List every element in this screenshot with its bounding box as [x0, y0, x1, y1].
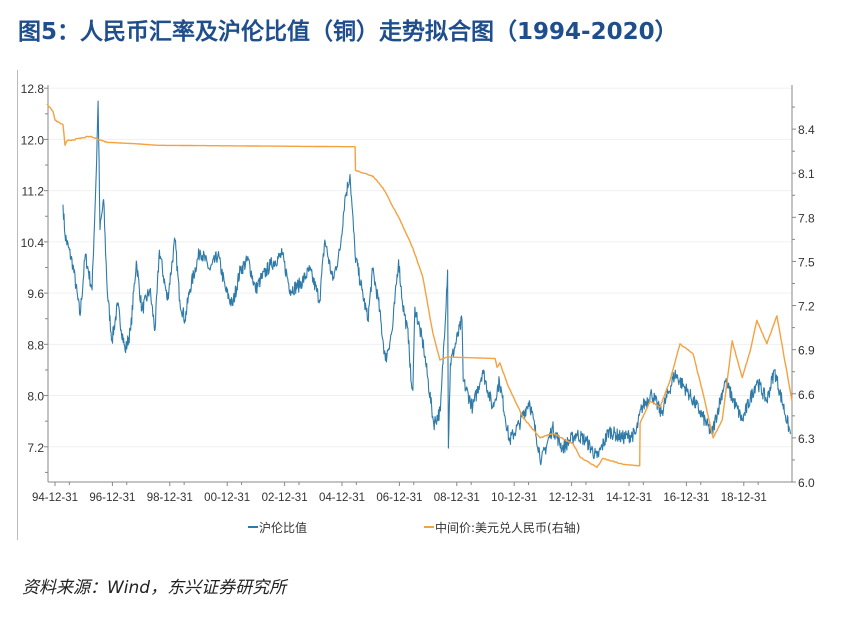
- x-tick-label: 16-12-31: [663, 492, 709, 504]
- x-tick-label: 02-12-31: [262, 492, 308, 504]
- x-tick-label: 94-12-31: [32, 492, 78, 504]
- x-tick-label: 10-12-31: [491, 492, 537, 504]
- left-tick-label: 8.8: [27, 338, 44, 352]
- right-tick-label: 6.6: [798, 388, 815, 402]
- x-tick-label: 14-12-31: [606, 492, 652, 504]
- source-note: 资料来源：Wind，东兴证券研究所: [22, 578, 287, 598]
- left-tick-label: 11.2: [22, 185, 45, 199]
- x-tick-label: 98-12-31: [147, 492, 193, 504]
- x-tick-label: 96-12-31: [89, 492, 135, 504]
- gridlines: [48, 87, 792, 448]
- left-tick-label: 8.0: [27, 390, 44, 404]
- right-tick-label: 7.5: [798, 255, 815, 269]
- legend: 沪伦比值 中间价:美元兑人民币(右轴): [248, 520, 580, 535]
- right-tick-label: 8.1: [798, 167, 815, 181]
- left-tick-label: 7.2: [27, 441, 44, 455]
- x-tick-label: 08-12-31: [434, 492, 480, 504]
- right-tick-label: 6.3: [798, 432, 815, 446]
- x-tick-label: 12-12-31: [549, 492, 595, 504]
- series-line-copper-ratio: [62, 100, 791, 466]
- right-tick-label: 6.0: [798, 476, 815, 490]
- right-tick-label: 6.9: [798, 344, 815, 358]
- x-tick-label: 18-12-31: [721, 492, 767, 504]
- right-tick-label: 8.4: [798, 123, 815, 137]
- legend-label-usdcny: 中间价:美元兑人民币(右轴): [435, 520, 580, 535]
- series-line-usdcny: [46, 103, 793, 468]
- axes: 12.8 12.0 11.2 10.4 9.6 8.8 8.0 7.2 8.4 8.1 7.8 7.5…: [21, 82, 815, 504]
- legend-label-copper-ratio: 沪伦比值: [259, 520, 307, 535]
- x-tick-label: 00-12-31: [204, 492, 250, 504]
- left-tick-label: 10.4: [21, 236, 45, 250]
- left-tick-label: 12.8: [21, 82, 45, 96]
- right-tick-label: 7.2: [798, 300, 815, 314]
- figure-title: 图5：人民币汇率及沪伦比值（铜）走势拟合图（1994-2020）: [18, 19, 678, 45]
- x-tick-label: 04-12-31: [319, 492, 365, 504]
- series-lines: [46, 100, 793, 468]
- chart: 12.8 12.0 11.2 10.4 9.6 8.8 8.0 7.2 8.4 8.1 7.8 7.5…: [21, 82, 815, 535]
- right-tick-label: 7.8: [798, 211, 815, 225]
- x-tick-label: 06-12-31: [376, 492, 422, 504]
- left-tick-label: 12.0: [21, 133, 45, 147]
- left-tick-label: 9.6: [27, 287, 44, 301]
- chart-frame-border: [17, 70, 18, 540]
